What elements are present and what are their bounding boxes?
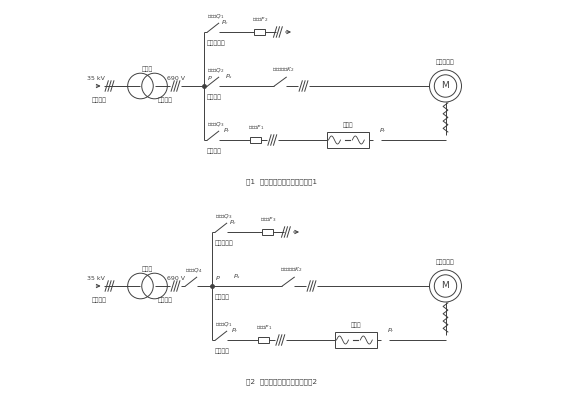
Text: $P_r$: $P_r$ bbox=[379, 126, 387, 135]
Text: 熔断器$F_1$: 熔断器$F_1$ bbox=[256, 323, 272, 332]
Circle shape bbox=[430, 70, 462, 102]
Text: $P_r$: $P_r$ bbox=[387, 326, 395, 335]
Text: 断路器$Q_1$: 断路器$Q_1$ bbox=[207, 12, 224, 21]
Bar bbox=[334, 332, 377, 348]
Text: $P_c$: $P_c$ bbox=[230, 218, 238, 227]
Text: 双馈发电机: 双馈发电机 bbox=[436, 260, 455, 265]
Text: 熔断器$F_1$: 熔断器$F_1$ bbox=[248, 123, 265, 132]
Text: 逆变器: 逆变器 bbox=[342, 122, 353, 128]
Text: 变压器: 变压器 bbox=[142, 266, 153, 272]
Circle shape bbox=[434, 275, 457, 297]
Text: 发电回路: 发电回路 bbox=[158, 297, 172, 303]
Text: 图1  双馈风电机组主回路简化图1: 图1 双馈风电机组主回路简化图1 bbox=[246, 179, 317, 185]
Text: 双馈发电机: 双馈发电机 bbox=[436, 60, 455, 65]
Text: 断路器$Q_4$: 断路器$Q_4$ bbox=[185, 266, 203, 275]
Text: 熔断器$F_3$: 熔断器$F_3$ bbox=[260, 215, 276, 224]
Text: 35 kV: 35 kV bbox=[87, 76, 105, 81]
Text: $P_r$: $P_r$ bbox=[231, 326, 239, 335]
Text: 断路器$Q_2$: 断路器$Q_2$ bbox=[207, 66, 225, 75]
Text: $P$: $P$ bbox=[207, 74, 212, 82]
Text: M: M bbox=[441, 82, 449, 90]
Text: 图2  双馈风电机组主回路简化图2: 图2 双馈风电机组主回路简化图2 bbox=[246, 379, 317, 385]
Bar bbox=[262, 229, 273, 235]
Text: 至变电站: 至变电站 bbox=[92, 97, 106, 103]
Text: 690 V: 690 V bbox=[167, 276, 185, 281]
Text: 断路器$Q_3$: 断路器$Q_3$ bbox=[207, 120, 225, 129]
Text: 自用电回路: 自用电回路 bbox=[207, 40, 225, 46]
Text: 转子回路: 转子回路 bbox=[207, 148, 222, 154]
Bar bbox=[258, 337, 269, 343]
Text: 断路器$Q_3$: 断路器$Q_3$ bbox=[215, 212, 233, 221]
Text: 发电回路: 发电回路 bbox=[158, 97, 172, 103]
Text: $P_s$: $P_s$ bbox=[233, 272, 240, 281]
Text: $P_s$: $P_s$ bbox=[225, 72, 233, 81]
Circle shape bbox=[430, 270, 462, 302]
Text: 并网接触器$K_2$: 并网接触器$K_2$ bbox=[272, 65, 295, 74]
Text: $P$: $P$ bbox=[215, 274, 221, 282]
Text: $P_r$: $P_r$ bbox=[223, 126, 231, 135]
Bar bbox=[327, 132, 369, 148]
Text: $P_c$: $P_c$ bbox=[221, 18, 230, 27]
Text: 至变电站: 至变电站 bbox=[92, 297, 106, 303]
Text: 35 kV: 35 kV bbox=[87, 276, 105, 281]
Bar bbox=[250, 137, 261, 143]
Text: 定子回路: 定子回路 bbox=[215, 294, 230, 300]
Circle shape bbox=[434, 75, 457, 97]
Text: 逆变器: 逆变器 bbox=[350, 322, 361, 328]
Text: 690 V: 690 V bbox=[167, 76, 185, 81]
Text: 熔断器$F_2$: 熔断器$F_2$ bbox=[252, 15, 269, 24]
Text: 自用电回路: 自用电回路 bbox=[215, 240, 234, 246]
Text: 定子回路: 定子回路 bbox=[207, 94, 222, 100]
Text: 变压器: 变压器 bbox=[142, 66, 153, 72]
Text: 转子回路: 转子回路 bbox=[215, 348, 230, 354]
Text: M: M bbox=[441, 282, 449, 290]
Bar bbox=[254, 29, 265, 35]
Text: 断路器$Q_1$: 断路器$Q_1$ bbox=[215, 320, 233, 329]
Text: 并网接触器$K_2$: 并网接触器$K_2$ bbox=[280, 265, 303, 274]
